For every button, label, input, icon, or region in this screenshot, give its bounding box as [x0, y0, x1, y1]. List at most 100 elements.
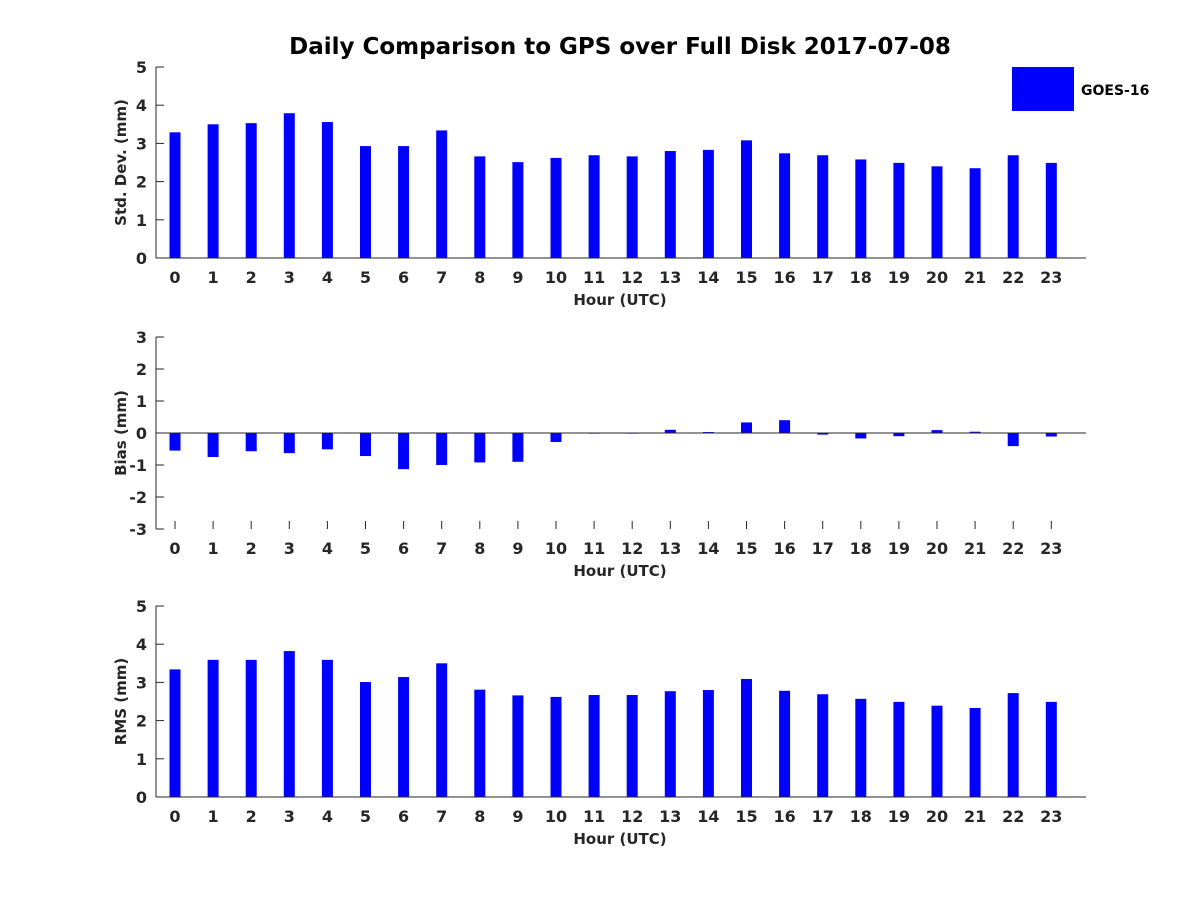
bar-hour-20 [931, 430, 943, 433]
x-tick-label: 3 [284, 807, 295, 826]
x-tick-label: 9 [512, 807, 523, 826]
x-tick-label: 0 [169, 539, 180, 558]
bar-hour-19 [893, 701, 905, 797]
bar-hour-20 [931, 705, 943, 797]
bar-hour-11 [588, 155, 600, 258]
x-tick-label: 22 [1002, 268, 1024, 287]
bar-hour-6 [398, 677, 410, 797]
bar-hour-3 [283, 113, 295, 258]
bar-hour-8 [474, 156, 486, 258]
bar-hour-21 [969, 707, 981, 797]
bar-hour-1 [207, 124, 219, 258]
x-tick-label: 3 [284, 268, 295, 287]
bar-hour-9 [512, 433, 524, 462]
x-tick-label: 12 [621, 807, 643, 826]
x-tick-label: 20 [926, 807, 948, 826]
x-tick-label: 6 [398, 807, 409, 826]
x-tick-label: 19 [888, 268, 910, 287]
y-tick-label: 1 [136, 211, 147, 230]
y-axis-label: Bias (mm) [112, 390, 130, 476]
bar-hour-10 [550, 433, 562, 442]
bar-hour-3 [283, 651, 295, 797]
chart-title: Daily Comparison to GPS over Full Disk 2… [289, 34, 951, 60]
x-axis-label: Hour (UTC) [573, 291, 666, 309]
x-tick-label: 19 [888, 807, 910, 826]
legend: GOES-16 [1012, 67, 1149, 111]
bar-hour-9 [512, 162, 524, 258]
y-tick-label: 3 [136, 328, 147, 347]
bar-hour-5 [360, 433, 371, 457]
legend-swatch [1012, 67, 1074, 111]
y-tick-label: 2 [136, 712, 147, 731]
x-tick-label: 23 [1040, 539, 1062, 558]
x-axis-label: Hour (UTC) [573, 562, 666, 580]
y-tick-label: 0 [136, 249, 147, 268]
x-tick-label: 13 [659, 268, 681, 287]
bar-hour-0 [169, 433, 181, 451]
x-tick-label: 19 [888, 539, 910, 558]
bar-hour-13 [664, 429, 676, 433]
x-tick-label: 15 [735, 268, 757, 287]
x-tick-label: 5 [360, 268, 371, 287]
x-tick-label: 18 [850, 268, 872, 287]
x-tick-label: 11 [583, 268, 605, 287]
x-tick-label: 10 [545, 807, 567, 826]
bar-hour-16 [779, 690, 791, 797]
bar-hour-14 [702, 690, 714, 797]
y-tick-label: 2 [136, 173, 147, 192]
bar-hour-4 [321, 659, 333, 797]
bar-hour-15 [741, 140, 752, 258]
bar-hour-17 [817, 155, 829, 258]
bar-hour-7 [436, 663, 448, 797]
x-tick-label: 7 [436, 268, 447, 287]
bar-hour-0 [169, 132, 181, 258]
bar-hour-6 [398, 433, 410, 470]
y-tick-label: 1 [136, 392, 147, 411]
x-tick-label: 22 [1002, 807, 1024, 826]
x-tick-label: 14 [697, 268, 719, 287]
bar-hour-13 [664, 691, 676, 797]
y-axis-label: Std. Dev. (mm) [112, 99, 130, 226]
bar-hour-5 [360, 146, 371, 258]
x-tick-label: 14 [697, 807, 719, 826]
x-tick-label: 13 [659, 539, 681, 558]
y-tick-label: 0 [136, 424, 147, 443]
y-tick-label: 1 [136, 750, 147, 769]
bar-hour-2 [245, 433, 257, 452]
x-axis-label: Hour (UTC) [573, 830, 666, 848]
bar-hour-17 [817, 433, 829, 435]
bar-hour-17 [817, 694, 829, 797]
y-tick-label: 3 [136, 673, 147, 692]
bar-hour-8 [474, 433, 486, 463]
bar-hour-22 [1007, 155, 1019, 258]
x-tick-label: 9 [512, 268, 523, 287]
y-tick-label: 0 [136, 788, 147, 807]
bar-hour-16 [779, 420, 791, 433]
x-tick-label: 20 [926, 539, 948, 558]
x-tick-label: 18 [850, 539, 872, 558]
legend-label: GOES-16 [1081, 83, 1149, 99]
x-tick-label: 10 [545, 268, 567, 287]
bar-hour-12 [626, 156, 638, 258]
x-tick-label: 15 [735, 539, 757, 558]
bar-hour-4 [321, 122, 333, 259]
x-tick-label: 11 [583, 539, 605, 558]
x-tick-label: 1 [208, 268, 219, 287]
y-axis-label: RMS (mm) [112, 658, 130, 745]
bar-hour-15 [741, 678, 752, 797]
bar-hour-20 [931, 166, 943, 258]
x-tick-label: 4 [322, 268, 333, 287]
x-tick-label: 16 [773, 539, 795, 558]
x-tick-label: 18 [850, 807, 872, 826]
bar-hour-5 [360, 682, 371, 797]
x-tick-label: 17 [812, 539, 834, 558]
bar-hour-13 [664, 151, 676, 258]
bar-hour-1 [207, 659, 219, 797]
bar-hour-18 [855, 159, 867, 258]
y-tick-label: 3 [136, 134, 147, 153]
bar-hour-14 [702, 149, 714, 258]
x-tick-label: 11 [583, 807, 605, 826]
